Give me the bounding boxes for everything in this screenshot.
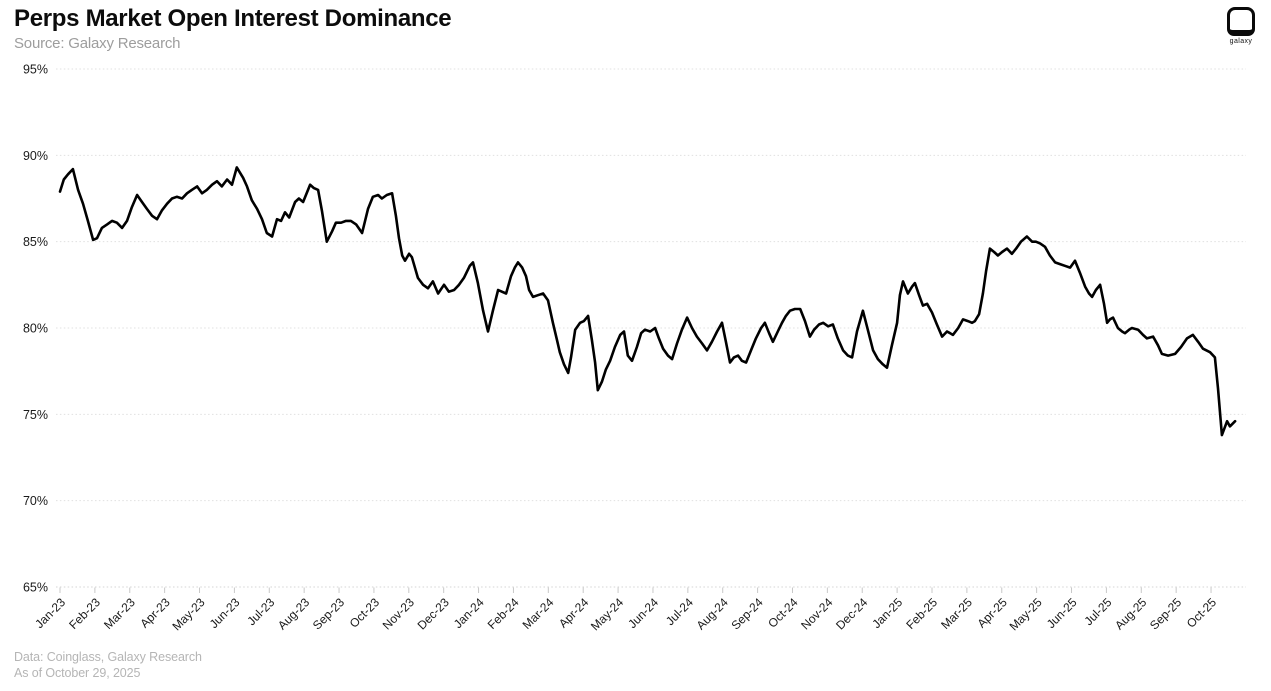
x-tick-label: Jul-24 [663,595,696,628]
x-tick-label: Sep-24 [728,595,765,632]
x-tick-label: Jun-25 [1044,595,1080,631]
x-tick-label: Oct-25 [1184,595,1220,631]
source-label: Source: Galaxy Research [14,35,181,52]
x-tick-label: Aug-24 [694,595,731,632]
x-tick-label: Feb-23 [66,595,103,632]
x-tick-label: May-23 [169,595,207,633]
x-tick-label: Nov-23 [380,595,417,632]
x-tick-label: May-25 [1007,595,1045,633]
x-tick-label: Mar-24 [520,595,557,632]
x-tick-label: Apr-25 [975,595,1011,631]
series-line [58,166,1237,437]
x-tick-label: Jul-23 [244,595,277,628]
x-tick-label: Feb-25 [903,595,940,632]
galaxy-logo-icon [1227,7,1255,36]
as-of-note: As of October 29, 2025 [14,666,141,680]
x-tick-label: Oct-24 [765,595,801,631]
x-tick-label: Dec-23 [415,595,452,632]
x-tick-label: Sep-23 [310,595,347,632]
y-tick-label: 85% [23,235,48,249]
x-tick-label: Jan-24 [451,595,487,631]
x-tick-label: Feb-24 [485,595,522,632]
chart-footer: Data: Coinglass, Galaxy Research As of O… [14,649,202,681]
x-tick-label: Jul-25 [1082,595,1115,628]
galaxy-logo: galaxy [1223,7,1259,45]
y-tick-label: 95% [23,63,48,77]
x-tick-label: Jun-24 [625,595,661,631]
x-tick-label: Apr-23 [137,595,173,631]
x-tick-label: Nov-24 [798,595,835,632]
x-tick-label: Dec-24 [833,595,870,632]
x-tick-label: Oct-23 [347,595,383,631]
y-tick-label: 90% [23,149,48,163]
x-tick-label: Jan-25 [869,595,905,631]
data-source-note: Data: Coinglass, Galaxy Research [14,650,202,664]
x-tick-label: Jun-23 [207,595,243,631]
x-tick-label: Sep-25 [1147,595,1184,632]
x-tick-label: Aug-25 [1112,595,1149,632]
x-tick-label: Apr-24 [556,595,592,631]
y-tick-label: 70% [23,494,48,508]
x-tick-label: Mar-25 [938,595,975,632]
x-tick-label: Aug-23 [275,595,312,632]
galaxy-logo-text: galaxy [1229,38,1253,45]
page-title: Perps Market Open Interest Dominance [14,5,452,32]
y-tick-label: 80% [23,322,48,336]
y-tick-label: 75% [23,408,48,422]
y-tick-label: 65% [23,581,48,595]
x-tick-label: May-24 [588,595,626,633]
x-tick-label: Mar-23 [101,595,138,632]
x-tick-label: Jan-23 [32,595,68,631]
